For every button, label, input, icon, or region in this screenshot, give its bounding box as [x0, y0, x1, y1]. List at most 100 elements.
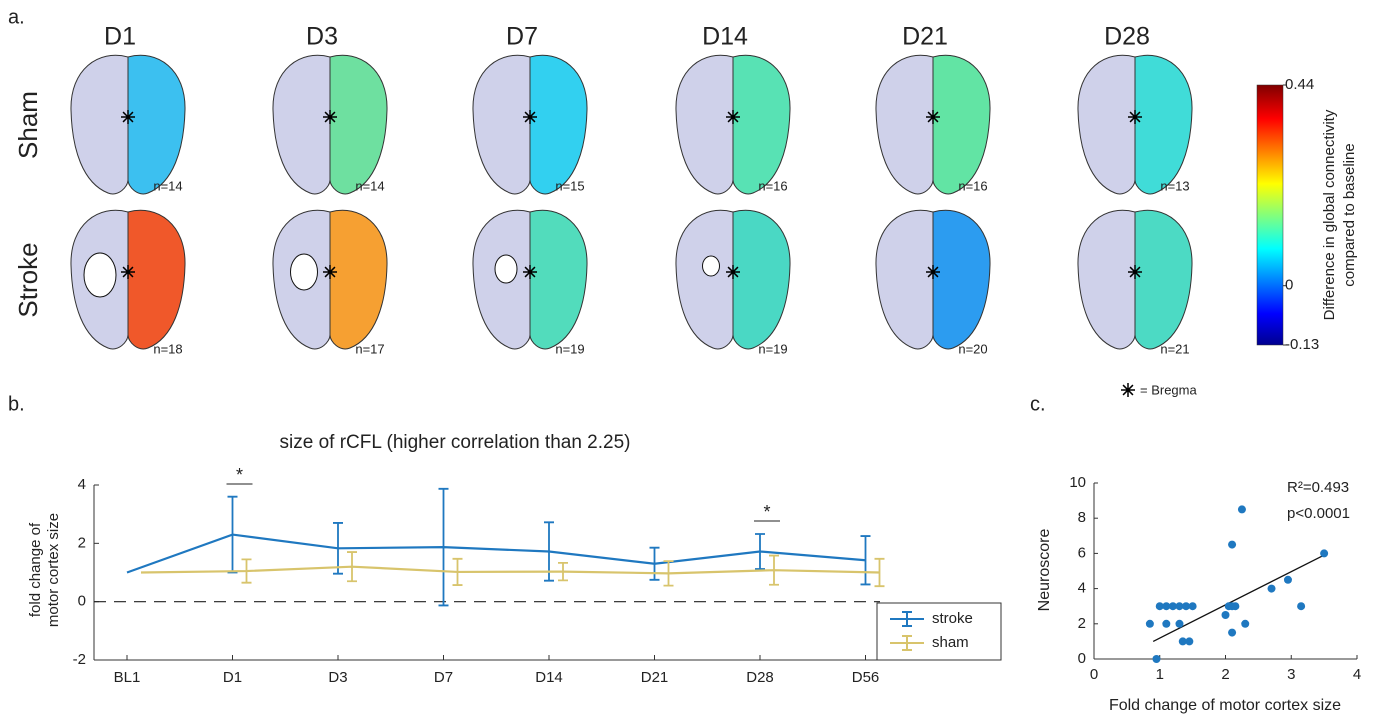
scatter-point: [1228, 629, 1236, 637]
y-tick-label: 0: [78, 593, 86, 610]
brain-right: [530, 210, 587, 349]
n-label: n=16: [758, 178, 787, 193]
scatter-point: [1146, 620, 1154, 628]
x-tick-label: D56: [852, 669, 880, 686]
brain-right: [933, 210, 990, 349]
brain-right: [733, 210, 790, 349]
colorbar-tick-label: 0: [1285, 277, 1293, 294]
scatter-point: [1222, 611, 1230, 619]
x-tick-label: 3: [1287, 666, 1295, 683]
bregma-marker: [1121, 383, 1135, 397]
scatter-point: [1284, 576, 1292, 584]
colorbar-label: Difference in global connectivity: [1321, 109, 1338, 320]
lesion: [703, 256, 720, 276]
y-tick-label: 2: [1078, 615, 1086, 632]
panel-label: a.: [8, 6, 25, 28]
panel-label: c.: [1030, 393, 1046, 415]
scatter-point: [1189, 602, 1197, 610]
x-tick-label: D7: [434, 669, 453, 686]
x-tick-label: D1: [223, 669, 242, 686]
scatter-point: [1152, 655, 1160, 663]
brain-left: [71, 55, 128, 194]
x-tick-label: D21: [641, 669, 669, 686]
legend-label: stroke: [932, 610, 973, 627]
brain-right: [733, 55, 790, 194]
x-tick-label: D14: [535, 669, 563, 686]
x-tick-label: 1: [1156, 666, 1164, 683]
brain-right: [530, 55, 587, 194]
scatter-point: [1228, 541, 1236, 549]
n-label: n=19: [758, 341, 787, 356]
column-title: D21: [902, 23, 948, 51]
column-title: D14: [702, 23, 748, 51]
brain-left: [876, 55, 933, 194]
n-label: n=14: [153, 178, 182, 193]
scatter-point: [1297, 602, 1305, 610]
n-label: n=18: [153, 341, 182, 356]
scatter-point: [1238, 505, 1246, 513]
y-tick-label: -2: [73, 651, 86, 668]
bregma-marker: [323, 265, 337, 279]
column-title: D28: [1104, 23, 1150, 51]
x-axis-label: Fold change of motor cortex size: [1109, 697, 1341, 714]
n-label: n=20: [958, 341, 987, 356]
n-label: n=15: [555, 178, 584, 193]
scatter-point: [1175, 620, 1183, 628]
brain-left: [1078, 55, 1135, 194]
significance-label: *: [236, 465, 243, 485]
bregma-label: = Bregma: [1140, 382, 1197, 397]
bregma-marker: [1128, 265, 1142, 279]
bregma-marker: [523, 265, 537, 279]
stat-annotation: p<0.0001: [1287, 505, 1350, 522]
brain-right: [330, 210, 387, 349]
n-label: n=13: [1160, 178, 1189, 193]
n-label: n=16: [958, 178, 987, 193]
y-tick-label: 8: [1078, 509, 1086, 526]
bregma-marker: [926, 110, 940, 124]
bregma-marker: [726, 265, 740, 279]
n-label: n=17: [355, 341, 384, 356]
brain-right: [128, 210, 185, 349]
colorbar-tick-label: -0.13: [1285, 336, 1319, 353]
x-tick-label: 2: [1221, 666, 1229, 683]
x-tick-label: BL1: [114, 669, 141, 686]
brain-left: [676, 55, 733, 194]
panel-label: b.: [8, 393, 25, 415]
lesion: [291, 254, 318, 290]
bregma-marker: [926, 265, 940, 279]
brain-right: [330, 55, 387, 194]
column-title: D7: [506, 23, 538, 51]
n-label: n=19: [555, 341, 584, 356]
bregma-marker: [323, 110, 337, 124]
scatter-point: [1231, 602, 1239, 610]
row-label: Stroke: [13, 242, 43, 317]
row-label: Sham: [13, 91, 43, 159]
y-tick-label: 2: [78, 534, 86, 551]
scatter-point: [1320, 549, 1328, 557]
column-title: D1: [104, 23, 136, 51]
scatter-point: [1268, 585, 1276, 593]
y-tick-label: 10: [1069, 474, 1086, 491]
brain-right: [1135, 210, 1192, 349]
series-line: [127, 535, 866, 573]
brain-left: [473, 55, 530, 194]
lesion: [84, 253, 116, 297]
colorbar: [1257, 85, 1283, 345]
column-title: D3: [306, 23, 338, 51]
scatter-point: [1185, 637, 1193, 645]
brain-right: [1135, 55, 1192, 194]
scatter-point: [1162, 620, 1170, 628]
n-label: n=21: [1160, 341, 1189, 356]
bregma-marker: [121, 265, 135, 279]
y-axis-label: fold change of: [27, 522, 44, 617]
colorbar-label: compared to baseline: [1341, 143, 1358, 286]
y-tick-label: 0: [1078, 650, 1086, 667]
y-tick-label: 6: [1078, 544, 1086, 561]
brain-left: [876, 210, 933, 349]
x-tick-label: 0: [1090, 666, 1098, 683]
brain-left: [1078, 210, 1135, 349]
bregma-marker: [121, 110, 135, 124]
x-tick-label: D28: [746, 669, 774, 686]
y-tick-label: 4: [1078, 580, 1086, 597]
bregma-marker: [1128, 110, 1142, 124]
